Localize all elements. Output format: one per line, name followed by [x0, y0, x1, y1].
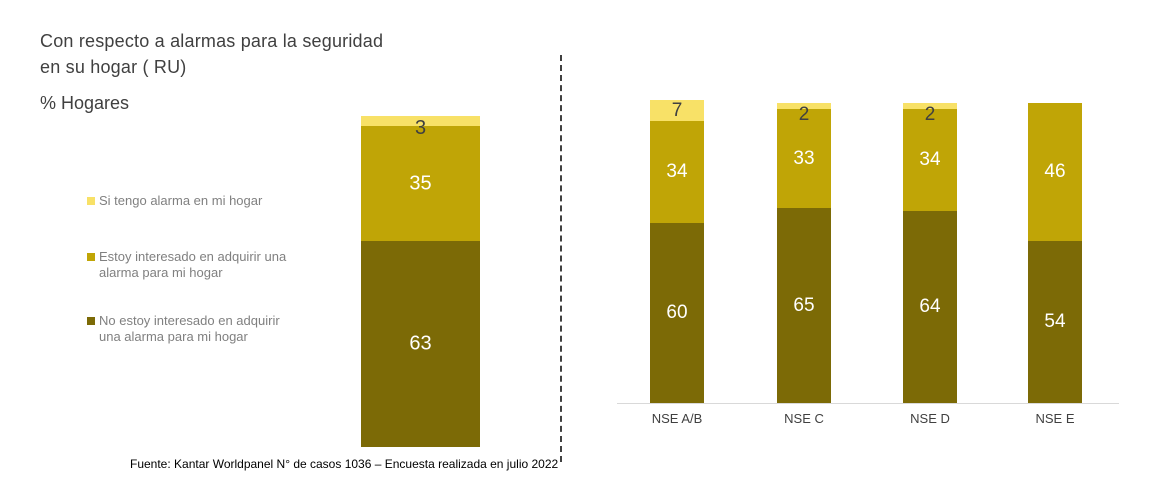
- bar-value-label: 35: [409, 172, 432, 194]
- section-divider-dashed-line: [560, 55, 562, 462]
- legend-label: No estoy interesado en adquirir una alar…: [99, 313, 280, 344]
- source-note: Fuente: Kantar Worldpanel N° de casos 10…: [130, 457, 559, 471]
- bar-column: 7 34 60: [650, 100, 704, 403]
- bar-segment: 64: [903, 211, 957, 403]
- legend-label: Estoy interesado en adquirir una alarma …: [99, 249, 287, 280]
- bar-column: 46 54: [1028, 103, 1082, 403]
- bar-value-label: 60: [666, 302, 688, 323]
- legend-swatch-icon: [87, 317, 95, 325]
- x-axis-category-label: NSE C: [784, 411, 824, 426]
- bar-segment: 33: [777, 109, 831, 208]
- bar-segment: 2: [903, 103, 957, 125]
- bar-segment: 63: [361, 241, 480, 447]
- bar-value-label: 65: [793, 294, 815, 316]
- x-axis-category-label: NSE E: [1035, 411, 1075, 426]
- bar-segment: 60: [650, 223, 704, 403]
- bar-value-label: 34: [919, 149, 941, 170]
- bar-value-label: 63: [409, 332, 432, 355]
- nse-stacked-bar-chart: 7 34 60 2 33 65 2 34 64 46 54: [617, 100, 1119, 403]
- chart-title-line2: en su hogar ( RU): [40, 57, 187, 77]
- bar-value-label: 33: [793, 147, 815, 169]
- bar-value-label: 7: [671, 99, 683, 121]
- bar-segment: 65: [777, 208, 831, 403]
- x-axis-labels: NSE A/B NSE C NSE D NSE E: [617, 411, 1119, 431]
- bar-column: 2 34 64: [903, 103, 957, 403]
- title-block: Con respecto a alarmas para la seguridad…: [40, 28, 383, 114]
- total-stacked-bar-chart: 3 35 63: [361, 116, 480, 447]
- x-axis-category-label: NSE A/B: [651, 411, 703, 426]
- bar-value-label: 54: [1044, 311, 1066, 332]
- bar-segment: 3: [361, 116, 480, 139]
- chart-title-line1: Con respecto a alarmas para la seguridad: [40, 31, 384, 51]
- legend-item: Estoy interesado en adquirir una alarma …: [87, 249, 299, 281]
- bar-segment: 35: [361, 126, 480, 241]
- bar-column: 2 33 65: [777, 103, 831, 403]
- bar-segment: 34: [650, 121, 704, 223]
- x-axis-category-label: NSE D: [910, 411, 950, 426]
- legend-swatch-icon: [87, 253, 95, 261]
- legend-item: No estoy interesado en adquirir una alar…: [87, 313, 299, 345]
- bar-value-label: 3: [414, 117, 427, 139]
- bar-segment: 34: [903, 109, 957, 211]
- bar-value-label: 64: [919, 296, 941, 317]
- bar-value-label: 2: [798, 104, 810, 125]
- legend: Si tengo alarma en mi hogar Estoy interes…: [87, 193, 299, 345]
- bar-segment: 2: [777, 103, 831, 125]
- legend-item: Si tengo alarma en mi hogar: [87, 193, 299, 209]
- chart-subtitle: % Hogares: [40, 93, 130, 113]
- legend-swatch-icon: [87, 197, 95, 205]
- x-axis-line: [617, 403, 1119, 404]
- bar-value-label: 34: [666, 161, 688, 182]
- bar-segment: 7: [650, 100, 704, 121]
- bar-value-label: 2: [924, 104, 936, 125]
- legend-label: Si tengo alarma en mi hogar: [99, 193, 263, 208]
- bar-column: 3 35 63: [361, 116, 480, 447]
- bar-segment: 46: [1028, 103, 1082, 241]
- bar-segment: 54: [1028, 241, 1082, 403]
- bar-value-label: 46: [1044, 161, 1066, 182]
